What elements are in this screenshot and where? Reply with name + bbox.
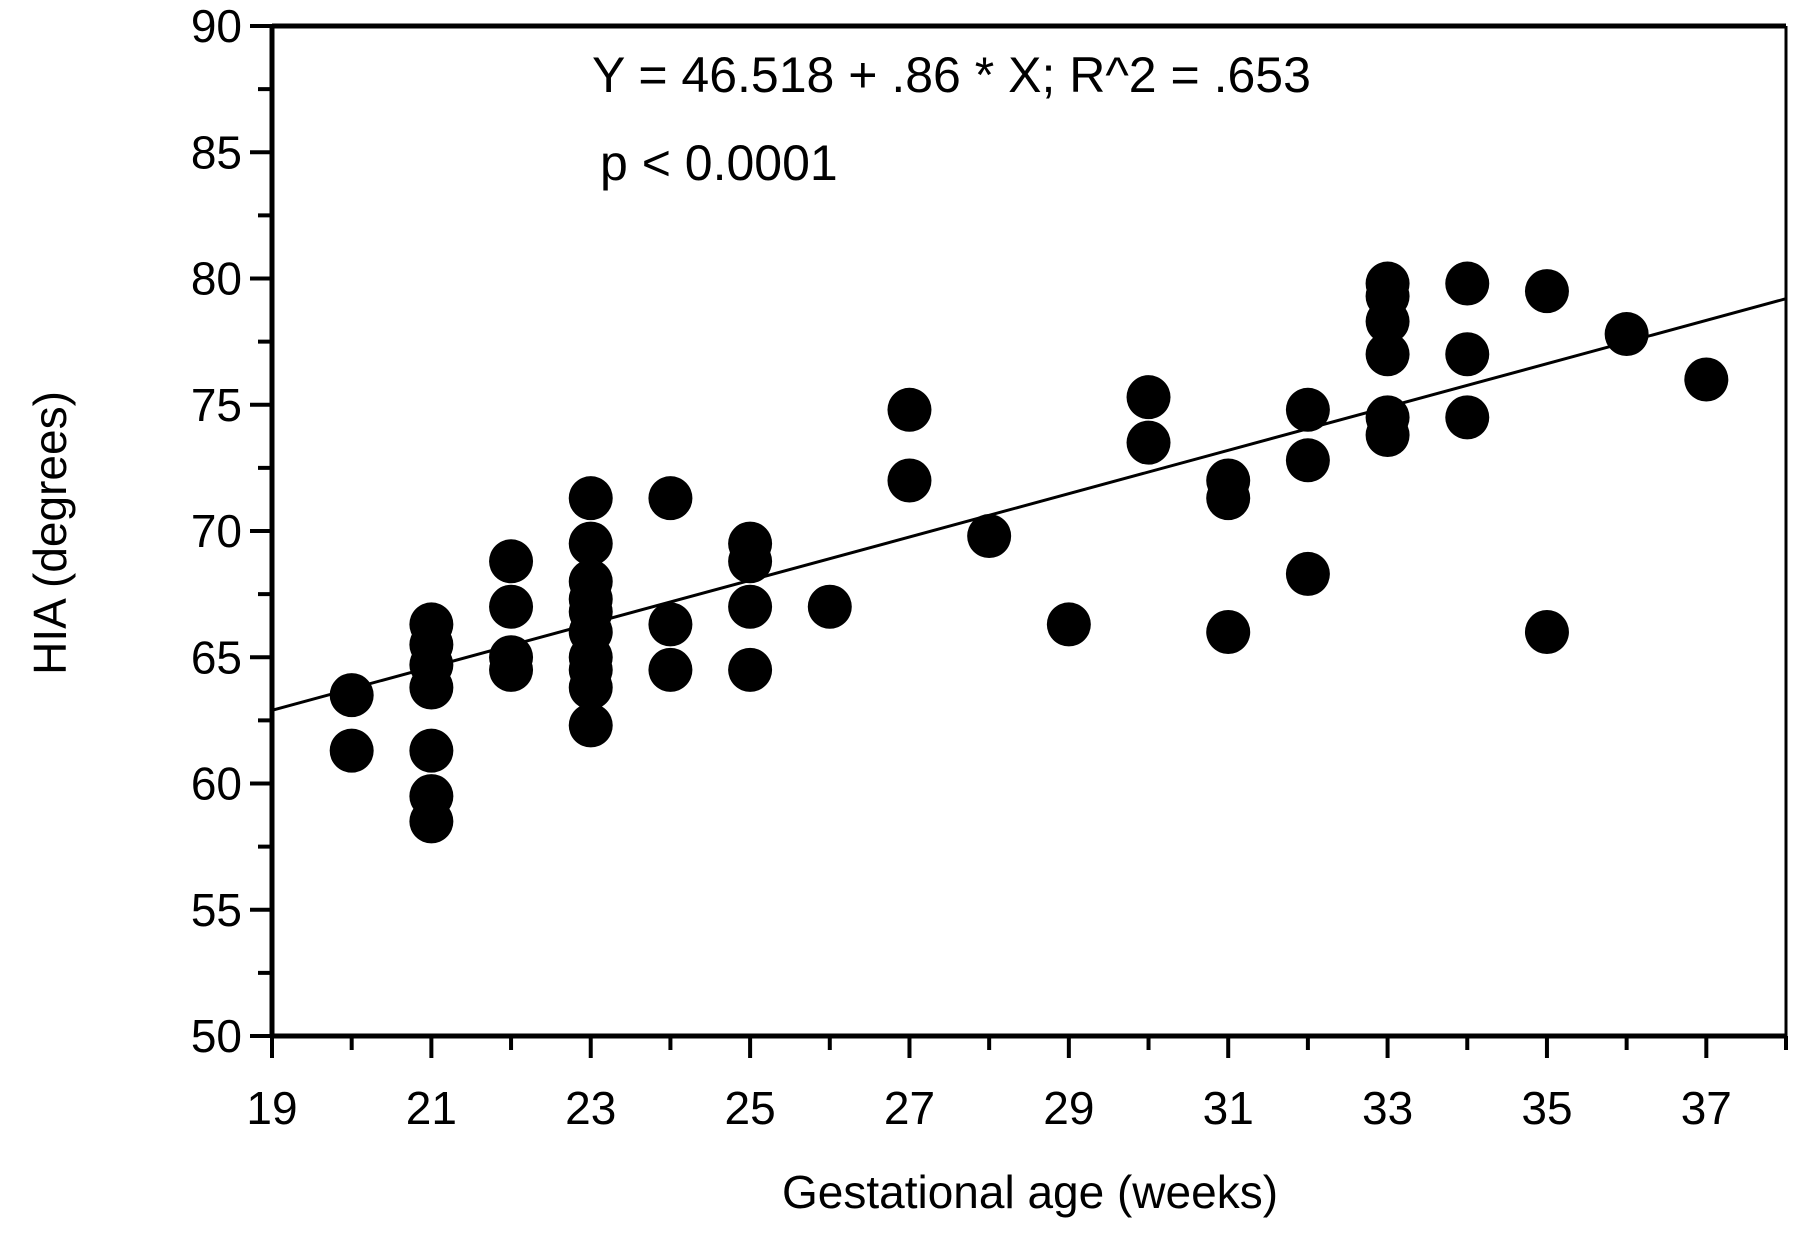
data-point — [568, 521, 613, 566]
axes: 50 55 60 65 70 75 80 85 90 19 21 23 25 27 29 31 33 35 37 — [191, 0, 1788, 1134]
data-point — [1445, 395, 1490, 440]
data-point — [967, 514, 1012, 559]
data-point — [1206, 610, 1251, 654]
data-point — [568, 703, 613, 748]
data-point — [1126, 420, 1171, 465]
y-tick-label: 75 — [191, 379, 242, 431]
data-point — [1684, 357, 1729, 402]
data-point — [409, 799, 454, 844]
data-point — [1285, 551, 1330, 596]
y-tick-label: 90 — [191, 0, 242, 52]
data-point — [887, 387, 932, 432]
data-point — [648, 602, 693, 647]
data-point — [1524, 269, 1569, 314]
data-point — [409, 665, 454, 710]
y-tick-label: 50 — [191, 1010, 242, 1062]
data-point — [648, 476, 693, 521]
y-tick-label: 55 — [191, 884, 242, 936]
data-point — [1126, 375, 1171, 420]
data-point — [489, 584, 534, 629]
x-tick-label: 33 — [1362, 1082, 1413, 1134]
x-tick-label: 29 — [1043, 1082, 1094, 1134]
data-point — [887, 458, 932, 503]
data-point — [1365, 299, 1410, 344]
x-tick-label: 35 — [1521, 1082, 1572, 1134]
y-axis-title: HIA (degrees) — [24, 391, 76, 675]
data-point — [728, 584, 773, 629]
x-tick-label: 19 — [246, 1082, 297, 1134]
data-point — [329, 673, 374, 718]
data-point — [1365, 332, 1410, 377]
y-tick-label: 85 — [191, 126, 242, 178]
data-point — [1285, 387, 1330, 432]
data-point — [728, 647, 773, 692]
data-point — [568, 665, 613, 710]
data-point — [728, 539, 773, 584]
x-tick-label: 21 — [406, 1082, 457, 1134]
x-tick-label: 23 — [565, 1082, 616, 1134]
equation-annotation: Y = 46.518 + .86 * X; R^2 = .653 — [592, 47, 1311, 103]
x-tick-label: 25 — [725, 1082, 776, 1134]
data-point — [1365, 413, 1410, 458]
y-tick-label: 60 — [191, 758, 242, 810]
x-tick-label: 37 — [1681, 1082, 1732, 1134]
y-tick-label: 80 — [191, 253, 242, 305]
x-axis-title: Gestational age (weeks) — [782, 1166, 1278, 1218]
data-point — [1524, 610, 1569, 654]
data-point — [1445, 261, 1490, 306]
data-point — [568, 476, 613, 521]
x-tick-label: 27 — [884, 1082, 935, 1134]
data-point — [648, 647, 693, 692]
data-point — [1206, 476, 1251, 521]
data-point — [489, 539, 534, 584]
data-point — [807, 584, 852, 629]
y-tick-label: 65 — [191, 631, 242, 683]
data-point — [1604, 312, 1649, 357]
data-point — [1445, 332, 1490, 377]
data-point — [489, 647, 534, 692]
p-value-annotation: p < 0.0001 — [600, 135, 838, 191]
y-tick-label: 70 — [191, 505, 242, 557]
data-point — [1046, 602, 1091, 647]
x-tick-label: 31 — [1203, 1082, 1254, 1134]
data-points — [329, 261, 1729, 844]
data-point — [409, 728, 454, 773]
data-point — [329, 728, 374, 773]
data-point — [1285, 438, 1330, 483]
